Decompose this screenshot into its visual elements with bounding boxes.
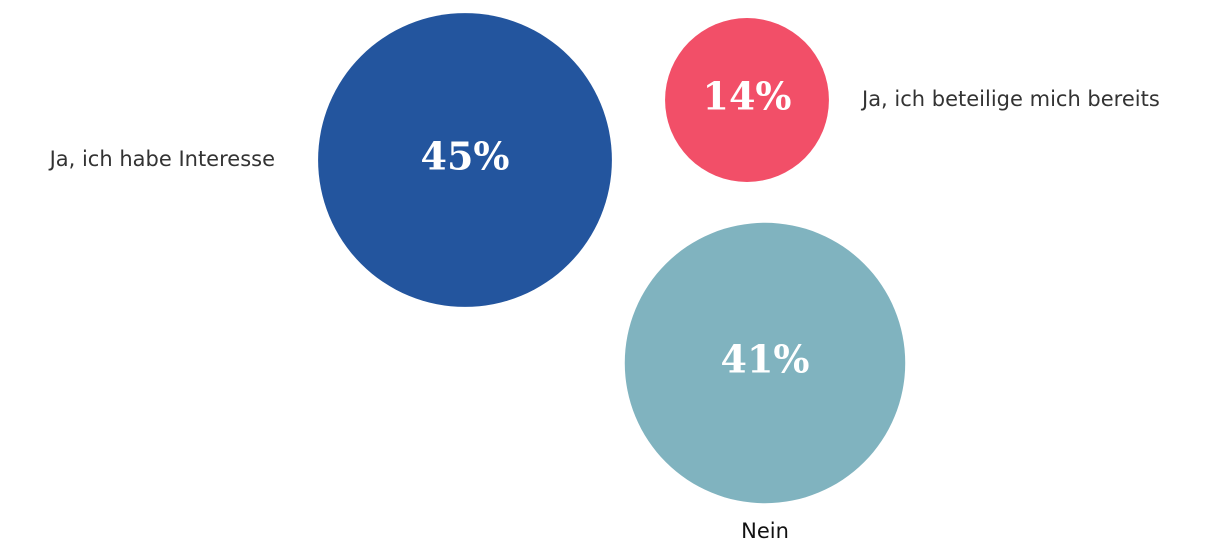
value-label: 41%: [721, 337, 810, 382]
value-label: 14%: [703, 74, 792, 119]
bubble: [624, 222, 906, 504]
bubble: [318, 13, 612, 307]
category-label: Ja, ich beteilige mich bereits: [860, 87, 1160, 111]
category-label: Nein: [741, 519, 789, 543]
bubble: [665, 18, 829, 182]
value-label: 45%: [421, 134, 510, 179]
category-label: Ja, ich habe Interesse: [48, 147, 275, 171]
